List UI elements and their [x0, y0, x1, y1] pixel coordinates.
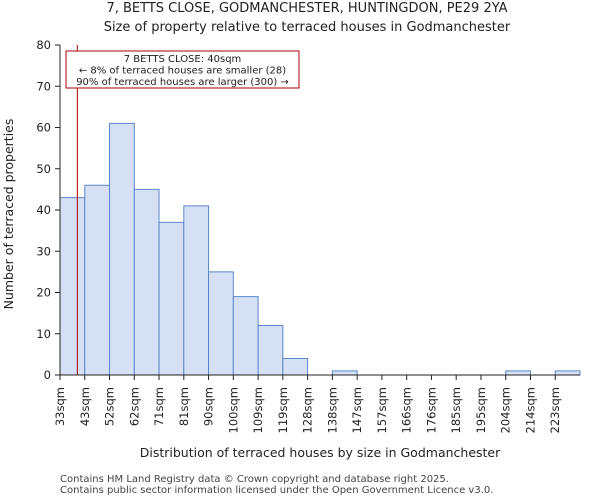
chart-title-line-2: Size of property relative to terraced ho…: [104, 20, 511, 35]
bar-52sqm: [109, 122, 135, 376]
x-tick-label-119sqm: 119sqm: [276, 387, 290, 433]
x-tick-label-223sqm: 223sqm: [548, 387, 562, 433]
bar-138sqm: [331, 370, 358, 376]
x-tick-label-52sqm: 52sqm: [103, 387, 117, 426]
bar-90sqm: [208, 271, 234, 376]
annotation-box: [65, 50, 300, 89]
x-tick-label-185sqm: 185sqm: [449, 387, 463, 433]
x-tick-label-43sqm: 43sqm: [78, 387, 92, 426]
x-tick-label-81sqm: 81sqm: [177, 387, 191, 426]
x-tick-label-109sqm: 109sqm: [251, 387, 265, 433]
x-tick-label-157sqm: 157sqm: [375, 387, 389, 433]
x-tick-label-147sqm: 147sqm: [350, 387, 364, 433]
bar-223sqm: [554, 370, 581, 376]
y-tick-label-70: 70: [36, 79, 51, 93]
bar-71sqm: [158, 221, 185, 376]
y-axis-label: Number of terraced properties: [1, 119, 16, 310]
annotation-line-1: 7 BETTS CLOSE: 40sqm: [124, 54, 242, 65]
bar-100sqm: [232, 296, 259, 376]
annotation-line-3: 90% of terraced houses are larger (300) …: [76, 77, 289, 88]
x-tick-label-204sqm: 204sqm: [499, 387, 513, 433]
chart-title-line-1: 7, BETTS CLOSE, GODMANCHESTER, HUNTINGDO…: [106, 1, 507, 16]
bar-62sqm: [133, 188, 160, 376]
bar-43sqm: [84, 184, 111, 376]
x-tick-label-90sqm: 90sqm: [202, 387, 216, 426]
x-tick-label-166sqm: 166sqm: [400, 387, 414, 433]
x-tick-label-128sqm: 128sqm: [301, 387, 315, 433]
footer-attribution-line-2: Contains public sector information licen…: [60, 485, 494, 496]
y-tick-label-30: 30: [36, 244, 51, 258]
y-tick-label-60: 60: [36, 121, 51, 135]
annotation-line-2: ← 8% of terraced houses are smaller (28): [79, 66, 286, 77]
footer-attribution-line-1: Contains HM Land Registry data © Crown c…: [60, 474, 449, 485]
plot-area: 0 10 20 30 40 50 60 70 80 33sqm 43sqm 52sqm 62sqm 71s…: [36, 38, 581, 433]
x-tick-label-138sqm: 138sqm: [325, 387, 339, 433]
x-tick-label-176sqm: 176sqm: [424, 387, 438, 433]
x-tick-label-62sqm: 62sqm: [127, 387, 141, 426]
bar-109sqm: [257, 325, 284, 376]
y-tick-label-50: 50: [36, 162, 51, 176]
bar-81sqm: [183, 205, 210, 376]
x-tick-label-100sqm: 100sqm: [226, 387, 240, 433]
x-axis-label: Distribution of terraced houses by size …: [140, 445, 501, 460]
y-tick-label-40: 40: [36, 203, 51, 217]
y-tick-label-0: 0: [44, 368, 51, 382]
x-tick-label-214sqm: 214sqm: [523, 387, 537, 433]
x-tick-label-195sqm: 195sqm: [474, 387, 488, 433]
x-tick-label-33sqm: 33sqm: [53, 387, 67, 426]
bar-33sqm: [59, 197, 86, 376]
y-tick-label-20: 20: [36, 286, 51, 300]
bar-119sqm: [282, 358, 309, 376]
x-tick-label-71sqm: 71sqm: [152, 387, 166, 426]
y-tick-label-80: 80: [36, 38, 51, 52]
bar-204sqm: [505, 370, 531, 376]
y-tick-label-10: 10: [36, 327, 51, 341]
